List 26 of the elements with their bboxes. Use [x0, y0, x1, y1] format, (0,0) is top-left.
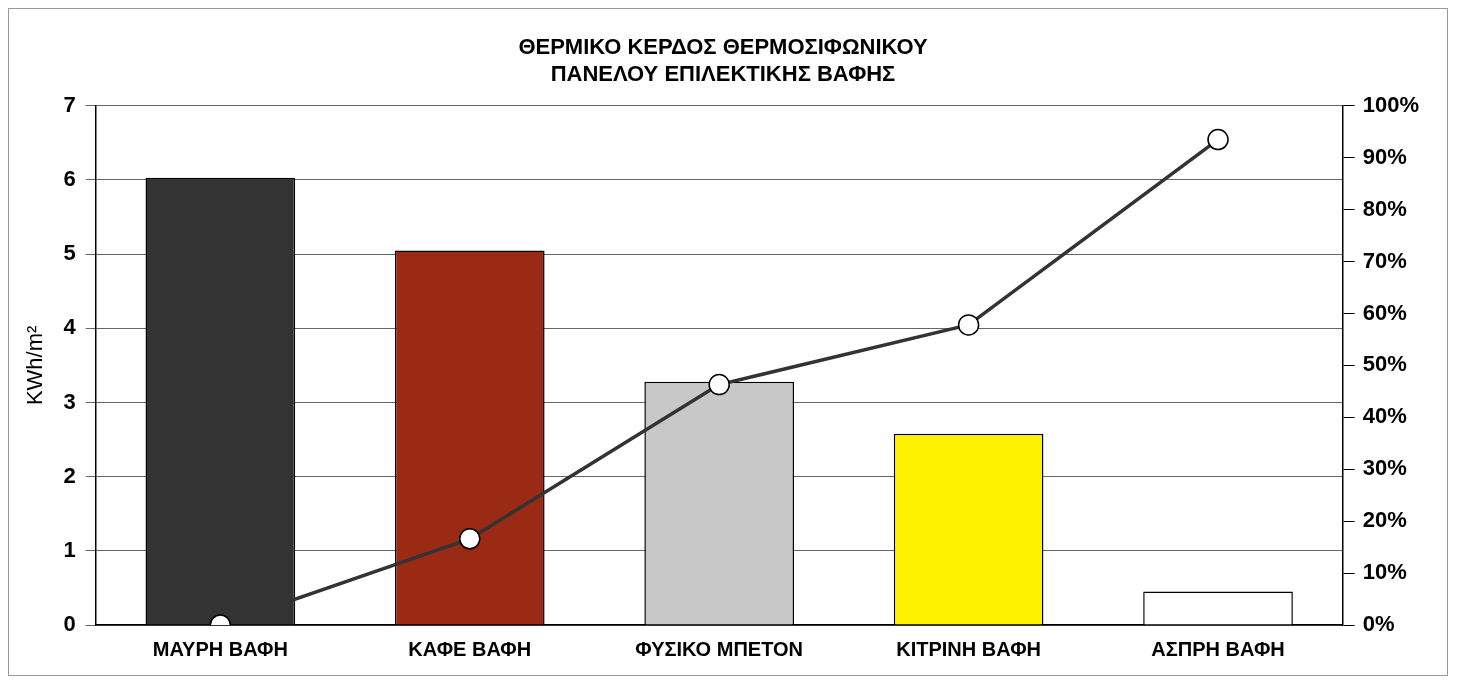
y2-tick-label: 90%: [1362, 143, 1407, 169]
x-tick-label: ΚΙΤΡΙΝΗ ΒΑΦΗ: [896, 637, 1041, 660]
y-tick-label: 2: [63, 462, 76, 488]
y-tick-label: 3: [63, 388, 76, 414]
y-axis-title: KWh/m²: [22, 325, 48, 406]
y-tick-label: 6: [63, 166, 76, 192]
x-tick-label: ΦΥΣΙΚΟ ΜΠΕΤΟΝ: [635, 637, 804, 660]
y-tick-label: 7: [63, 91, 76, 117]
x-tick-label: ΑΣΠΡΗ ΒΑΦΗ: [1151, 637, 1285, 660]
y2-tick-label: 40%: [1362, 403, 1407, 429]
y2-tick-label: 80%: [1362, 195, 1407, 221]
y2-tick-label: 10%: [1362, 559, 1407, 585]
x-tick-label: ΜΑΥΡΗ ΒΑΦΗ: [152, 637, 288, 660]
y2-tick-label: 30%: [1362, 455, 1407, 481]
x-tick-label: ΚΑΦΕ ΒΑΦΗ: [408, 637, 532, 660]
y2-tick-label: 100%: [1362, 91, 1420, 117]
y-tick-label: 5: [63, 240, 76, 266]
y-tick-label: 4: [63, 314, 77, 340]
y-tick-label: 1: [63, 536, 76, 562]
y2-tick-label: 20%: [1362, 507, 1407, 533]
y2-tick-label: 70%: [1362, 247, 1407, 273]
y2-tick-label: 60%: [1362, 299, 1407, 325]
y2-tick-label: 50%: [1362, 351, 1407, 377]
y2-tick-label: 0%: [1362, 611, 1395, 637]
chart-title: ΘΕΡΜΙΚΟ ΚΕΡΔΟΣ ΘΕΡΜΟΣΙΦΩΝΙΚΟΥ ΠΑΝΕΛΟΥ ΕΠΙΛΕΚΤΙΚΗΣ ΒΑΦΗΣ: [518, 34, 928, 86]
y-tick-label: 0: [63, 611, 76, 637]
